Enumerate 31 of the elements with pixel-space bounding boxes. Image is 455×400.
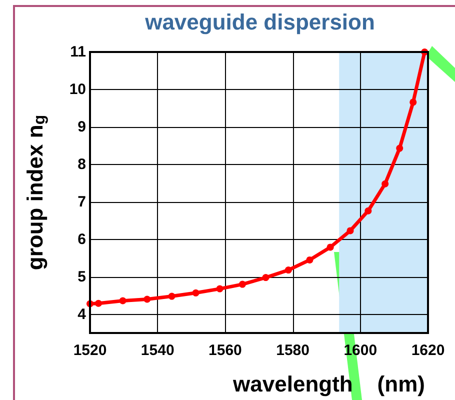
point — [168, 292, 176, 300]
point — [192, 289, 200, 296]
point — [364, 207, 372, 214]
point — [94, 300, 102, 307]
y-tick-label: 7 — [78, 193, 86, 210]
y-tick-label: 9 — [78, 118, 86, 136]
y-tick-label: 11 — [70, 44, 86, 60]
point — [119, 297, 126, 304]
point — [396, 144, 404, 152]
point — [326, 244, 334, 251]
point — [382, 180, 389, 188]
y-tick-label: 4 — [78, 306, 87, 323]
x-tick-label: 1580 — [276, 342, 310, 359]
point — [306, 256, 314, 264]
y-tick-label: 5 — [78, 268, 86, 286]
y-tick-label: 8 — [78, 156, 86, 173]
point — [238, 280, 246, 288]
chart-title: waveguide dispersion — [144, 10, 375, 34]
y-axis-title: group index ng — [22, 114, 48, 270]
point — [284, 266, 292, 274]
point — [410, 98, 417, 106]
point — [346, 227, 354, 234]
x-tick-label: 1560 — [208, 342, 242, 359]
y-tick-label: 10 — [69, 80, 86, 98]
point — [144, 296, 151, 303]
point — [262, 274, 270, 282]
point — [216, 285, 224, 292]
x-tick-label: 1520 — [73, 342, 107, 359]
x-tick-label: 1540 — [140, 342, 174, 359]
x-tick-label: 1620 — [411, 342, 445, 359]
y-tick-label: 6 — [78, 230, 86, 248]
